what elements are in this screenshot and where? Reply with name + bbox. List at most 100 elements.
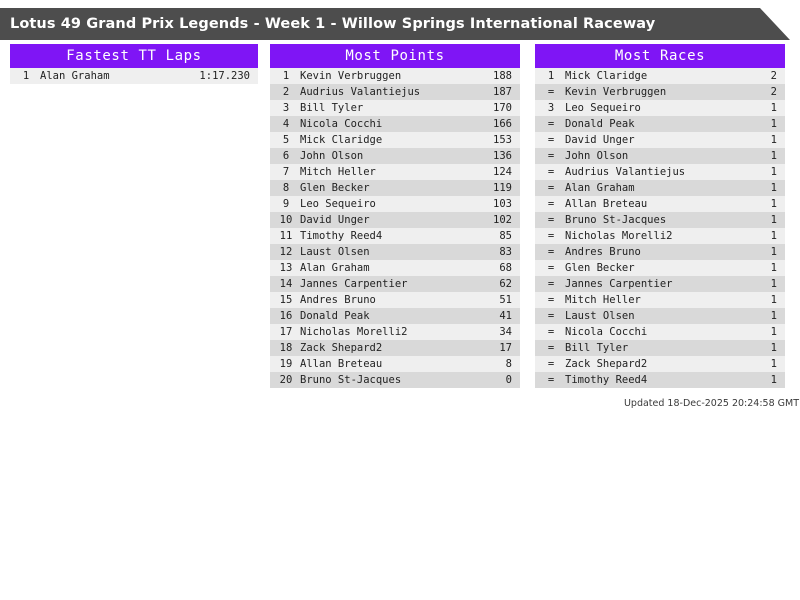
- table-row[interactable]: 5 Mick Claridge 153: [270, 132, 520, 148]
- row-value: 119: [493, 182, 512, 194]
- table-row[interactable]: 3 Leo Sequeiro 1: [535, 100, 785, 116]
- row-value: 1: [770, 326, 777, 338]
- row-driver-name: Donald Peak: [565, 118, 635, 130]
- table-row[interactable]: 12 Laust Olsen 83: [270, 244, 520, 260]
- row-value: 1: [770, 150, 777, 162]
- row-value: 103: [493, 198, 512, 210]
- table-row[interactable]: 17 Nicholas Morelli2 34: [270, 324, 520, 340]
- table-row[interactable]: = John Olson 1: [535, 148, 785, 164]
- table-row[interactable]: 14 Jannes Carpentier 62: [270, 276, 520, 292]
- table-row[interactable]: = Nicholas Morelli2 1: [535, 228, 785, 244]
- table-row[interactable]: = Mitch Heller 1: [535, 292, 785, 308]
- row-value: 170: [493, 102, 512, 114]
- row-value: 1: [770, 342, 777, 354]
- row-value: 34: [499, 326, 512, 338]
- table-row[interactable]: 15 Andres Bruno 51: [270, 292, 520, 308]
- row-position: =: [547, 326, 555, 338]
- row-value: 188: [493, 70, 512, 82]
- table-row[interactable]: 20 Bruno St-Jacques 0: [270, 372, 520, 388]
- row-driver-name: Donald Peak: [300, 310, 370, 322]
- panel-fastest-tt-laps: Fastest TT Laps 1 Alan Graham 1:17.230: [10, 44, 258, 84]
- row-position: 5: [282, 134, 290, 146]
- row-position: 1: [547, 70, 555, 82]
- table-row[interactable]: = Andres Bruno 1: [535, 244, 785, 260]
- row-position: =: [547, 134, 555, 146]
- table-row[interactable]: 13 Alan Graham 68: [270, 260, 520, 276]
- table-row[interactable]: = Timothy Reed4 1: [535, 372, 785, 388]
- row-driver-name: John Olson: [300, 150, 364, 162]
- table-row[interactable]: = Allan Breteau 1: [535, 196, 785, 212]
- row-position: =: [547, 246, 555, 258]
- row-value: 1: [770, 214, 777, 226]
- row-value: 2: [770, 70, 777, 82]
- row-position: 16: [279, 310, 293, 322]
- row-position: 17: [279, 326, 293, 338]
- table-row[interactable]: 6 John Olson 136: [270, 148, 520, 164]
- row-position: 6: [282, 150, 290, 162]
- row-value: 1: [770, 262, 777, 274]
- row-driver-name: Kevin Verbruggen: [300, 70, 402, 82]
- row-value: 68: [499, 262, 512, 274]
- table-row[interactable]: = Nicola Cocchi 1: [535, 324, 785, 340]
- table-row[interactable]: 18 Zack Shepard2 17: [270, 340, 520, 356]
- table-row[interactable]: = Bruno St-Jacques 1: [535, 212, 785, 228]
- row-driver-name: Andres Bruno: [300, 294, 376, 306]
- table-row[interactable]: = Alan Graham 1: [535, 180, 785, 196]
- table-row[interactable]: = Zack Shepard2 1: [535, 356, 785, 372]
- row-value: 1: [770, 294, 777, 306]
- row-value: 1: [770, 134, 777, 146]
- row-position: =: [547, 182, 555, 194]
- table-row[interactable]: = Bill Tyler 1: [535, 340, 785, 356]
- row-driver-name: Bruno St-Jacques: [300, 374, 402, 386]
- row-value: 62: [499, 278, 512, 290]
- table-row[interactable]: 10 David Unger 102: [270, 212, 520, 228]
- table-row[interactable]: 1 Alan Graham 1:17.230: [10, 68, 258, 84]
- table-row[interactable]: 9 Leo Sequeiro 103: [270, 196, 520, 212]
- table-row[interactable]: 4 Nicola Cocchi 166: [270, 116, 520, 132]
- row-value: 2: [770, 86, 777, 98]
- row-position: 2: [282, 86, 290, 98]
- row-driver-name: Alan Graham: [565, 182, 635, 194]
- row-driver-name: Allan Breteau: [565, 198, 648, 210]
- table-row[interactable]: 8 Glen Becker 119: [270, 180, 520, 196]
- row-position: 15: [279, 294, 293, 306]
- table-row[interactable]: 19 Allan Breteau 8: [270, 356, 520, 372]
- row-position: 20: [279, 374, 293, 386]
- table-row[interactable]: 16 Donald Peak 41: [270, 308, 520, 324]
- row-position: 12: [279, 246, 293, 258]
- row-driver-name: Zack Shepard2: [300, 342, 383, 354]
- row-driver-name: Leo Sequeiro: [565, 102, 641, 114]
- row-position: =: [547, 150, 555, 162]
- row-value: 85: [499, 230, 512, 242]
- table-row[interactable]: 3 Bill Tyler 170: [270, 100, 520, 116]
- table-row[interactable]: 1 Kevin Verbruggen 188: [270, 68, 520, 84]
- table-row[interactable]: = Jannes Carpentier 1: [535, 276, 785, 292]
- table-row[interactable]: = David Unger 1: [535, 132, 785, 148]
- panel-most-points: Most Points 1 Kevin Verbruggen 188 2 Audrius…: [270, 44, 520, 388]
- table-row[interactable]: = Audrius Valantiejus 1: [535, 164, 785, 180]
- row-driver-name: Nicola Cocchi: [565, 326, 648, 338]
- row-position: 1: [22, 70, 30, 82]
- row-driver-name: Glen Becker: [300, 182, 370, 194]
- row-value: 17: [499, 342, 512, 354]
- row-position: =: [547, 230, 555, 242]
- row-position: 4: [282, 118, 290, 130]
- row-driver-name: Mitch Heller: [300, 166, 376, 178]
- row-value: 1: [770, 182, 777, 194]
- table-row[interactable]: 7 Mitch Heller 124: [270, 164, 520, 180]
- row-value: 1: [770, 102, 777, 114]
- row-position: 3: [282, 102, 290, 114]
- panel-title-most-points: Most Points: [270, 44, 520, 68]
- row-position: =: [547, 166, 555, 178]
- table-row[interactable]: 1 Mick Claridge 2: [535, 68, 785, 84]
- row-driver-name: Mick Claridge: [565, 70, 648, 82]
- table-row[interactable]: = Laust Olsen 1: [535, 308, 785, 324]
- table-row[interactable]: = Kevin Verbruggen 2: [535, 84, 785, 100]
- table-row[interactable]: = Donald Peak 1: [535, 116, 785, 132]
- table-row[interactable]: 2 Audrius Valantiejus 187: [270, 84, 520, 100]
- updated-timestamp: Updated 18-Dec-2025 20:24:58 GMT: [623, 398, 799, 409]
- row-driver-name: Alan Graham: [300, 262, 370, 274]
- table-row[interactable]: = Glen Becker 1: [535, 260, 785, 276]
- row-value: 124: [493, 166, 512, 178]
- table-row[interactable]: 11 Timothy Reed4 85: [270, 228, 520, 244]
